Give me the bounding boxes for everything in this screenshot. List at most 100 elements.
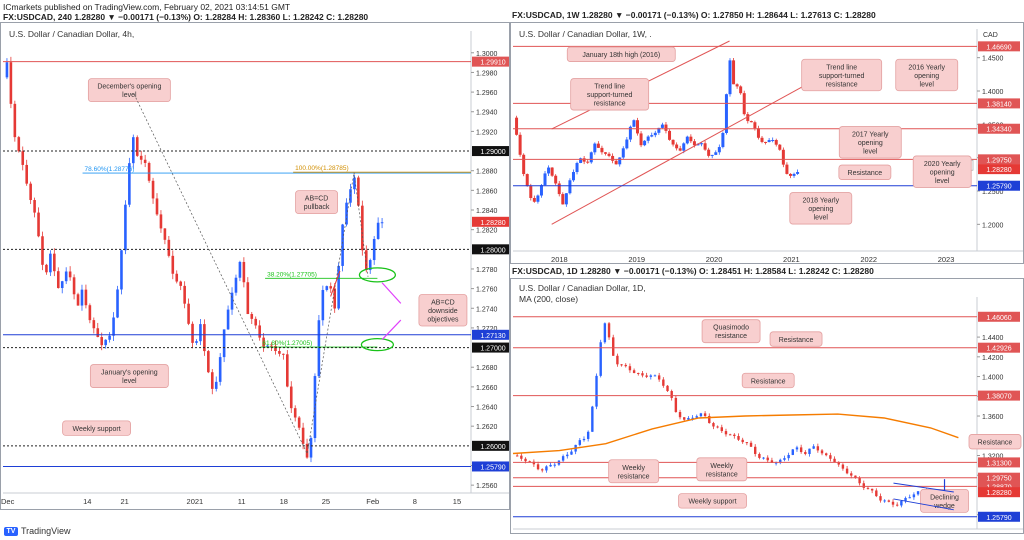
x-tick-label: 2018: [551, 255, 568, 264]
candle-body: [589, 152, 593, 163]
candle-body: [625, 139, 629, 149]
candle-body: [854, 475, 857, 478]
y-tick-label: 1.4200: [982, 355, 1004, 362]
annotation-callout: Resistance: [769, 331, 823, 347]
candle-body: [575, 162, 579, 173]
y-tick-label: 1.2560: [476, 483, 498, 490]
candle-body: [600, 147, 604, 153]
candle-body: [76, 294, 80, 306]
candle-body: [660, 124, 664, 128]
annotation-box: [801, 58, 883, 92]
candle-body: [96, 328, 100, 338]
candle-body: [286, 354, 289, 387]
publisher-line: ICmarkets published on TradingView.com, …: [3, 2, 291, 12]
annotation-text: Resistance: [848, 170, 883, 177]
candle-body: [124, 204, 127, 251]
candle-body: [816, 446, 820, 451]
candle-body: [603, 152, 607, 154]
chart-panel-weekly: U.S. Dollar / Canadian Dollar, 1W, . 1.4…: [510, 22, 1024, 264]
candle-body: [891, 501, 895, 505]
candle-body: [88, 305, 92, 321]
annotation-text: support-turned: [819, 73, 865, 80]
candle-body: [733, 434, 736, 437]
y-tick-label: 1.3600: [982, 414, 1004, 421]
candle-body: [195, 341, 198, 343]
candle-body: [246, 282, 250, 315]
candle-body: [758, 453, 761, 458]
level-price-label: 1.28280: [986, 167, 1011, 174]
candle-body: [309, 438, 313, 458]
candle-body: [529, 186, 533, 198]
annotation-text: 2016 Yearly: [908, 64, 945, 71]
candle-body: [278, 351, 281, 354]
candle-body: [175, 273, 179, 282]
candle-body: [796, 172, 800, 174]
candle-body: [549, 464, 552, 467]
y-tick-label: 1.2740: [476, 306, 498, 313]
candle-body: [699, 413, 703, 417]
candle-body: [13, 103, 17, 138]
annotation-text: Resistance: [779, 337, 814, 344]
candle-body: [579, 158, 583, 163]
annotation-text: objectives: [427, 316, 459, 323]
candle-body: [741, 439, 744, 443]
candle-body: [187, 303, 190, 324]
annotation-text: December's opening: [97, 84, 161, 91]
chart-title-weekly: U.S. Dollar / Canadian Dollar, 1W, .: [519, 29, 652, 39]
annotation-callout: January 18th high (2016): [566, 46, 676, 62]
candle-body: [764, 141, 768, 143]
candle-body: [771, 140, 775, 142]
x-tick-label: 2022: [860, 255, 877, 264]
x-tick-label: Dec: [1, 497, 15, 506]
candle-body: [621, 148, 625, 158]
level-price-tag: [472, 216, 509, 227]
chart-weekly[interactable]: 1.45001.40001.35001.30001.25001.20002018…: [511, 23, 1024, 264]
candle-body: [167, 239, 171, 256]
candle-body: [671, 139, 675, 145]
candle-body: [135, 137, 139, 156]
y-tick-label: 1.3200: [982, 453, 1004, 460]
annotation-text: resistance: [715, 333, 747, 340]
level-price-label: 1.28280: [986, 490, 1011, 497]
level-price-label: 1.25790: [480, 464, 505, 471]
annotation-box: [62, 420, 131, 436]
candle-body: [636, 120, 640, 134]
annotation-text: January 18th high (2016): [582, 52, 660, 59]
candle-body: [183, 285, 186, 304]
candle-body: [908, 497, 911, 499]
candle-body: [155, 198, 159, 215]
annotation-text: January's opening: [101, 370, 158, 377]
candle-body: [845, 468, 849, 474]
annotation-box: [912, 155, 972, 188]
annotation-text: 2020 Yearly: [924, 161, 961, 168]
wedge-upper-line: [893, 482, 954, 493]
candle-body: [262, 337, 265, 347]
candle-body: [850, 473, 853, 476]
annotation-text: AB=CD: [305, 196, 329, 203]
candle-body: [536, 464, 540, 470]
candle-body: [808, 448, 811, 455]
level-price-label: 1.29910: [480, 60, 505, 67]
chart-4h[interactable]: 1.3000 1.2980 1.2960 1.2940 1.2920 1.2880 1.28…: [1, 23, 510, 510]
annotation-box: [566, 46, 676, 62]
candle-body: [586, 161, 590, 163]
candle-body: [774, 462, 778, 464]
level-price-label: 1.28280: [480, 220, 505, 227]
candle-body: [618, 157, 622, 165]
x-tick-label: 2020: [706, 255, 723, 264]
chart-daily[interactable]: 1.44001.42001.40001.38001.36001.34001.32…: [511, 279, 1024, 534]
candle-body: [364, 250, 368, 271]
annotation-text: level: [814, 215, 829, 222]
level-price-tag: [978, 342, 1020, 353]
level-price-tag: [978, 457, 1020, 468]
candle-body: [595, 375, 598, 407]
candle-body: [829, 455, 832, 459]
level-price-tag: [472, 146, 509, 157]
candle-body: [226, 309, 230, 330]
y-tick-label: 1.2720: [476, 326, 498, 333]
wedge-lower-line: [893, 498, 954, 511]
tradingview-mark-icon: TV: [4, 526, 18, 536]
candle-body: [234, 277, 238, 293]
